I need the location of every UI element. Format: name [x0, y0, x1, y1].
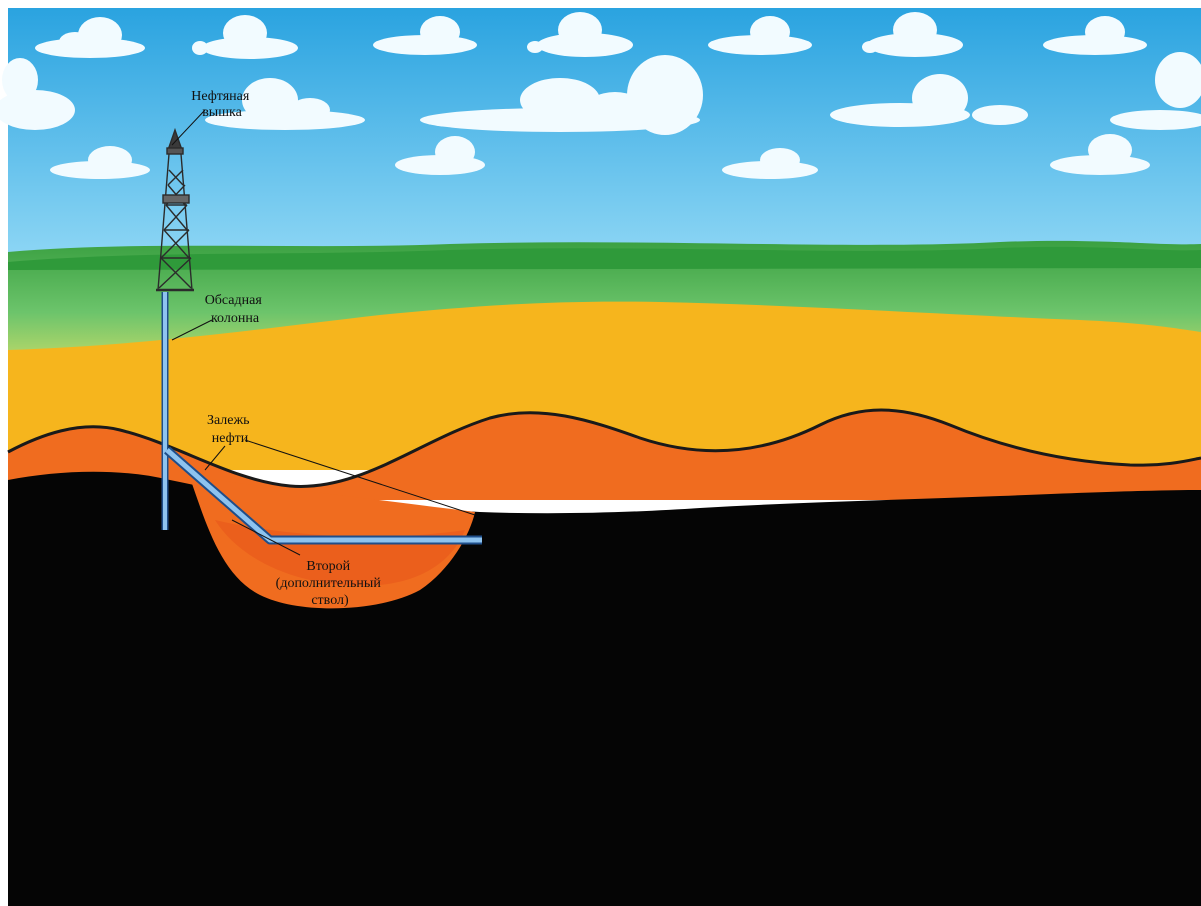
cloud-icon: [1050, 134, 1150, 175]
cloud-icon: [205, 78, 365, 130]
underground-rock: [8, 471, 1201, 906]
cloud-icon: [1043, 16, 1147, 55]
label-oil-deposit: Залежь нефти: [207, 413, 253, 446]
oil-layer-boundary: [7, 408, 1201, 488]
leader-lines: [171, 109, 476, 556]
cloud-icon: [35, 17, 145, 58]
label-casing-line2: колонна: [211, 311, 260, 326]
cloud-icon: [830, 74, 1028, 127]
label-second-trunk: Второй (дополнительный ствол): [276, 559, 385, 608]
cloud-icon: [862, 12, 963, 57]
label-second-trunk-line3: ствол): [311, 593, 349, 608]
label-second-trunk-line1: Второй: [306, 559, 350, 574]
cloud-icon: [527, 12, 633, 57]
oil-rig-icon: [156, 127, 194, 292]
label-second-trunk-line2: (дополнительный: [276, 576, 382, 591]
cloud-icon: [1110, 52, 1201, 130]
label-oil-rig: Нефтяная вышка: [191, 89, 253, 120]
cloud-icon: [50, 146, 150, 179]
label-casing: Обсадная колонна: [205, 293, 266, 326]
label-oil-deposit-line2: нефти: [212, 431, 249, 446]
label-oil-deposit-line1: Залежь: [207, 413, 250, 428]
cloud-icon: [395, 136, 485, 175]
cloud-icon: [722, 148, 818, 179]
oil-layer: [8, 410, 1201, 500]
label-oil-rig-line2: вышка: [202, 105, 242, 120]
distant-hills: [8, 246, 1201, 270]
cloud-icon: [192, 15, 298, 59]
label-oil-rig-line1: Нефтяная: [191, 89, 250, 104]
cloud-icon: [420, 55, 703, 135]
cloud-icon: [708, 16, 812, 55]
label-casing-line1: Обсадная: [205, 293, 263, 308]
cloud-icon: [373, 16, 477, 55]
clouds: [0, 12, 1201, 179]
cloud-icon: [0, 58, 75, 130]
